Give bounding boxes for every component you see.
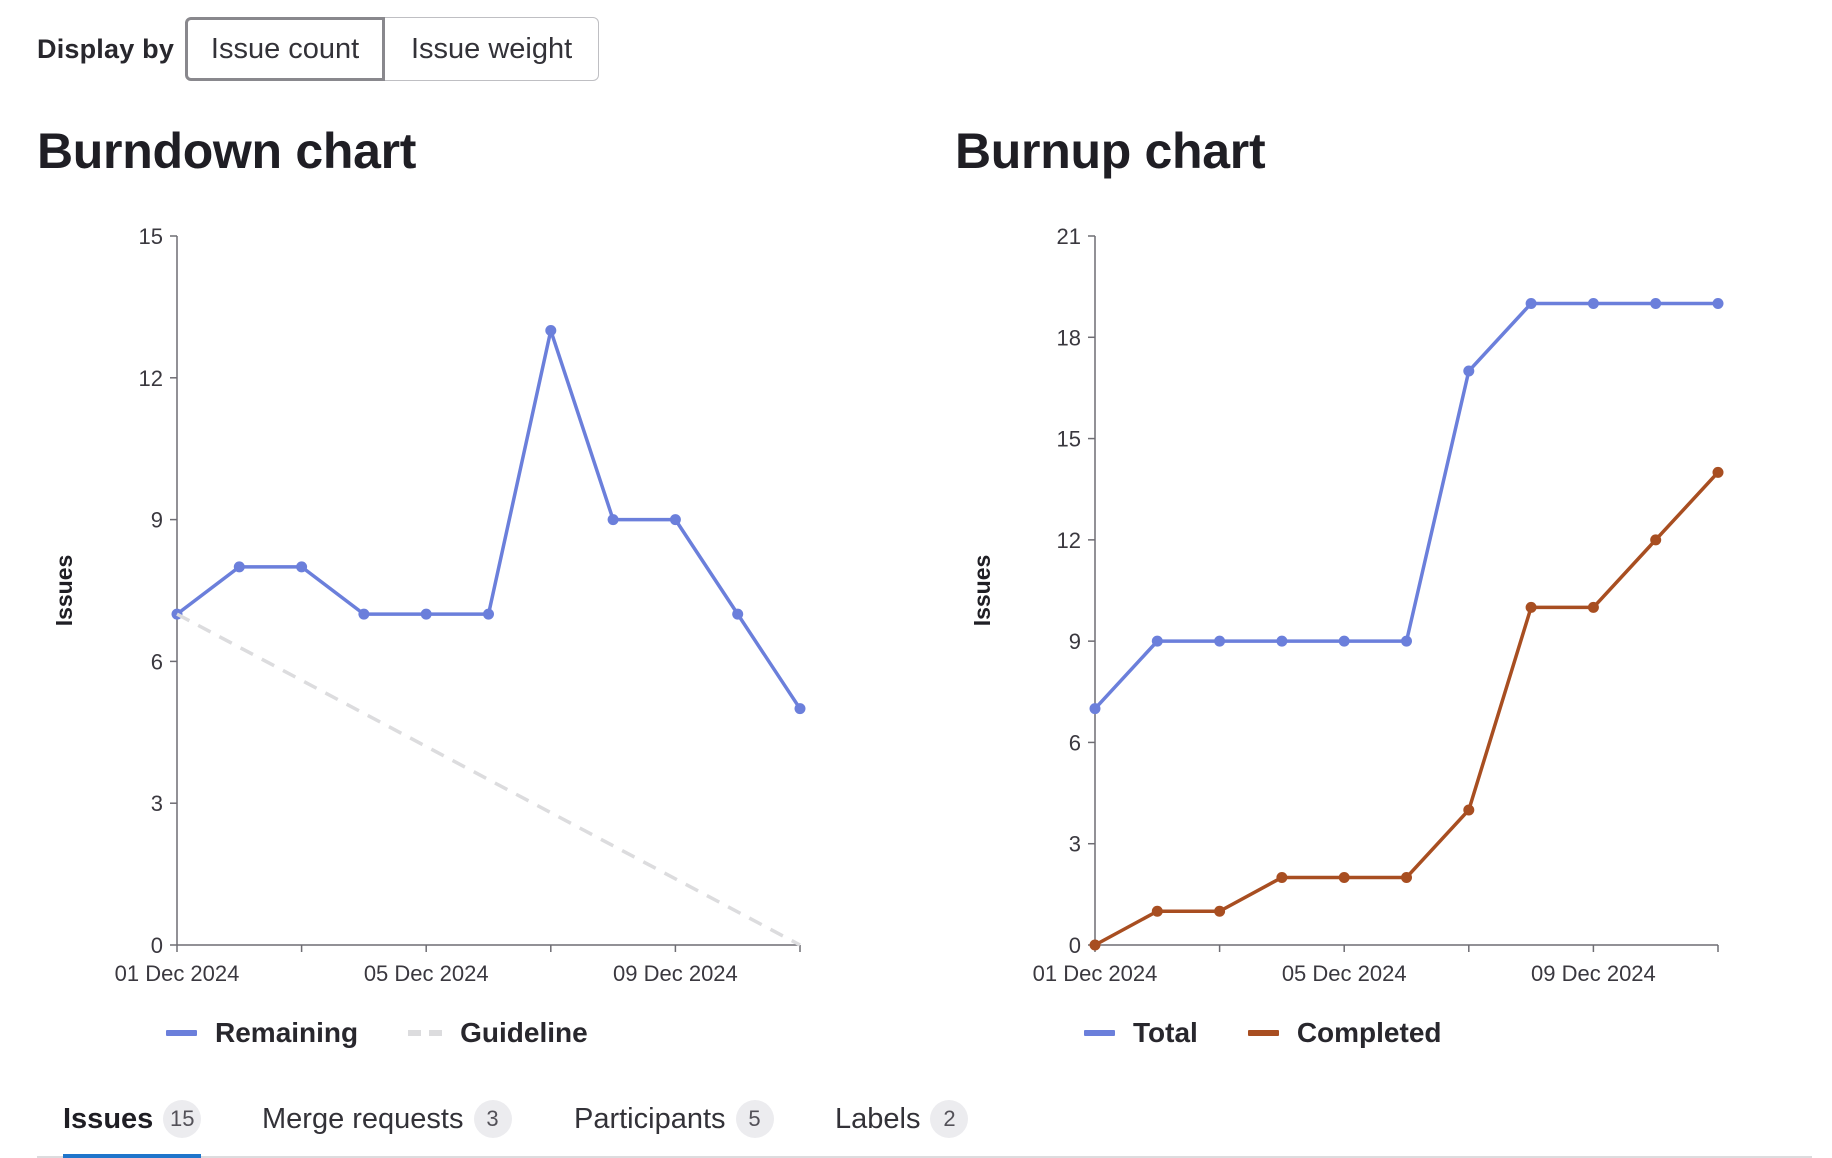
data-point-completed (1276, 871, 1288, 883)
issue-count-button[interactable]: Issue count (185, 17, 386, 81)
legend-item-total[interactable]: Total (1084, 1017, 1198, 1049)
legend-label-completed: Completed (1296, 1017, 1442, 1048)
remaining-swatch (166, 1030, 197, 1036)
data-point-remaining (420, 608, 432, 620)
y-tick-label: 12 (1057, 528, 1081, 553)
series-line-total (1093, 301, 1718, 710)
y-tick-label: 6 (151, 649, 163, 674)
data-point-total (1151, 635, 1163, 647)
y-tick-label: 0 (1069, 933, 1081, 958)
tab-bar: Issues 15 Merge requests 3 Participants … (37, 1082, 1812, 1158)
tab-issues-label: Issues (63, 1102, 154, 1135)
data-point-completed (1338, 871, 1350, 883)
completed-swatch (1247, 1030, 1279, 1036)
x-tick-label: 01 Dec 2024 (115, 961, 240, 986)
data-point-remaining (545, 325, 557, 337)
data-point-remaining (358, 608, 370, 620)
data-point-total (1214, 635, 1226, 647)
tab-merge-requests-count: 3 (473, 1100, 512, 1138)
series-line-remaining (175, 328, 802, 710)
data-point-remaining (669, 514, 681, 526)
data-point-completed (1712, 466, 1724, 478)
y-tick-label: 21 (1057, 224, 1081, 249)
tab-labels-label: Labels (835, 1102, 921, 1135)
data-point-total (1712, 298, 1724, 310)
data-point-total (1587, 298, 1599, 310)
y-tick-label: 9 (1069, 629, 1081, 654)
tab-participants-label: Participants (574, 1102, 726, 1135)
display-by-label: Display by (37, 33, 175, 64)
y-tick-label: 9 (151, 508, 163, 533)
issue-weight-button[interactable]: Issue weight (385, 17, 600, 81)
legend-label-remaining: Remaining (215, 1017, 359, 1048)
data-point-remaining (483, 608, 494, 620)
display-by-toggle: Issue count Issue weight (185, 17, 600, 81)
data-point-total (1463, 365, 1475, 377)
y-tick-label: 3 (1069, 832, 1081, 857)
data-point-completed (1525, 601, 1537, 613)
x-tick-label: 05 Dec 2024 (1282, 961, 1407, 986)
x-tick-label: 09 Dec 2024 (1531, 961, 1656, 986)
data-point-completed (1089, 939, 1101, 951)
data-point-total (1525, 298, 1537, 310)
guideline-swatch (408, 1030, 443, 1036)
data-point-completed (1463, 804, 1475, 816)
y-axis-label: Issues (969, 555, 995, 627)
tab-issues-count: 15 (163, 1100, 202, 1138)
data-point-completed (1401, 871, 1412, 883)
y-tick-label: 15 (1057, 427, 1081, 452)
x-tick-label: 09 Dec 2024 (613, 961, 738, 986)
data-point-remaining (732, 608, 744, 620)
data-point-total (1276, 635, 1288, 647)
tab-participants-count: 5 (735, 1100, 774, 1138)
x-tick-label: 05 Dec 2024 (364, 961, 489, 986)
data-point-total (1089, 703, 1101, 715)
burndown-legend: Remaining Guideline (166, 1013, 638, 1053)
display-by-control: Display by Issue count Issue weight (37, 17, 600, 81)
data-point-remaining (607, 514, 619, 526)
y-tick-label: 0 (151, 933, 163, 958)
tab-participants[interactable]: Participants 5 (574, 1082, 774, 1156)
data-point-completed (1151, 905, 1163, 917)
data-point-completed (1214, 905, 1226, 917)
data-point-completed (1587, 601, 1599, 613)
data-point-total (1338, 635, 1350, 647)
tab-merge-requests[interactable]: Merge requests 3 (262, 1082, 512, 1156)
legend-item-guideline[interactable]: Guideline (408, 1017, 588, 1049)
burnup-chart-title: Burnup chart (955, 123, 1266, 179)
burnup-legend: Total Completed (1084, 1013, 1492, 1053)
tab-merge-requests-label: Merge requests (262, 1102, 464, 1135)
data-point-remaining (296, 561, 308, 573)
tab-labels[interactable]: Labels 2 (835, 1082, 969, 1156)
legend-label-guideline: Guideline (460, 1017, 588, 1048)
burnup-chart: 0 3 6 9 12 15 18 21 01 Dec 2024 05 Dec 2024 09 Dec… (969, 224, 1724, 986)
legend-label-total: Total (1133, 1017, 1198, 1048)
x-tick-label: 01 Dec 2024 (1033, 961, 1158, 986)
y-tick-label: 6 (1069, 730, 1081, 755)
total-swatch (1084, 1030, 1115, 1036)
data-point-total (1401, 635, 1412, 647)
series-line-guideline (176, 612, 801, 947)
y-axis-label: Issues (51, 555, 77, 627)
legend-item-remaining[interactable]: Remaining (166, 1017, 358, 1049)
y-tick-label: 18 (1057, 325, 1081, 350)
y-tick-label: 12 (139, 366, 163, 391)
burndown-chart-title: Burndown chart (37, 123, 417, 179)
data-point-completed (1650, 534, 1662, 546)
data-point-remaining (233, 561, 245, 573)
y-tick-label: 15 (139, 224, 163, 249)
burndown-chart: 0 3 6 9 12 15 01 Dec 2024 05 Dec 2024 09 Dec 202… (51, 224, 806, 986)
legend-item-completed[interactable]: Completed (1247, 1017, 1442, 1049)
tab-labels-count: 2 (930, 1100, 969, 1138)
data-point-remaining (794, 703, 806, 715)
tab-issues[interactable]: Issues 15 (63, 1082, 202, 1158)
y-tick-label: 3 (151, 791, 163, 816)
data-point-total (1650, 298, 1662, 310)
